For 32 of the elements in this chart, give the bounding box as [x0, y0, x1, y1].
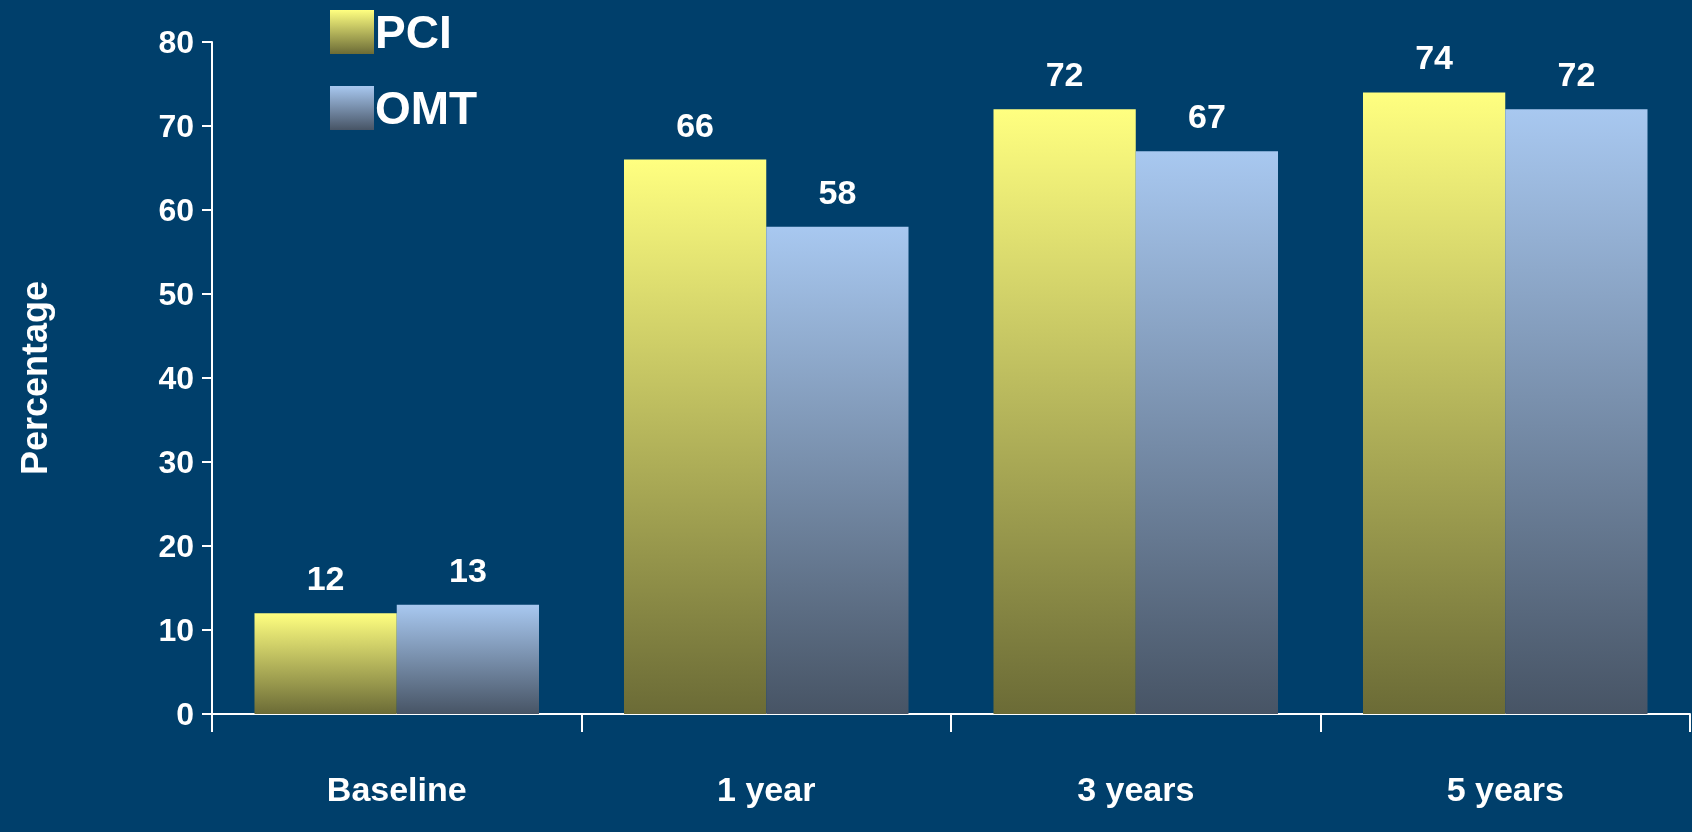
data-label: 66	[676, 105, 715, 144]
bar	[1135, 151, 1279, 714]
bar	[1362, 92, 1506, 714]
bar	[766, 226, 909, 714]
data-label: 72	[1045, 55, 1084, 94]
x-tick-label: 1 year	[717, 770, 816, 808]
y-tick-label: 10	[158, 612, 194, 648]
y-tick-label: 20	[158, 528, 194, 564]
bar	[623, 159, 767, 714]
bar	[993, 109, 1136, 714]
y-tick-label: 70	[158, 108, 194, 144]
bar	[1505, 109, 1648, 714]
data-label: 58	[818, 172, 857, 211]
data-label: 67	[1187, 97, 1226, 136]
data-label: 72	[1557, 55, 1596, 94]
x-tick-label: Baseline	[326, 770, 467, 808]
legend-label: PCI	[375, 6, 452, 58]
data-label: 74	[1415, 38, 1454, 77]
y-tick-label: 40	[158, 360, 194, 396]
x-tick-label: 5 years	[1446, 770, 1564, 808]
data-label: 12	[306, 559, 345, 598]
y-tick-label: 60	[158, 192, 194, 228]
y-tick-label: 80	[158, 24, 194, 60]
legend-label: OMT	[375, 82, 478, 134]
bar	[396, 604, 540, 714]
bar	[254, 613, 397, 714]
y-tick-label: 0	[176, 696, 194, 732]
y-tick-label: 50	[158, 276, 194, 312]
data-label: 13	[448, 550, 487, 589]
x-tick-label: 3 years	[1077, 770, 1195, 808]
y-tick-label: 30	[158, 444, 194, 480]
y-axis-title: Percentage	[13, 280, 55, 476]
